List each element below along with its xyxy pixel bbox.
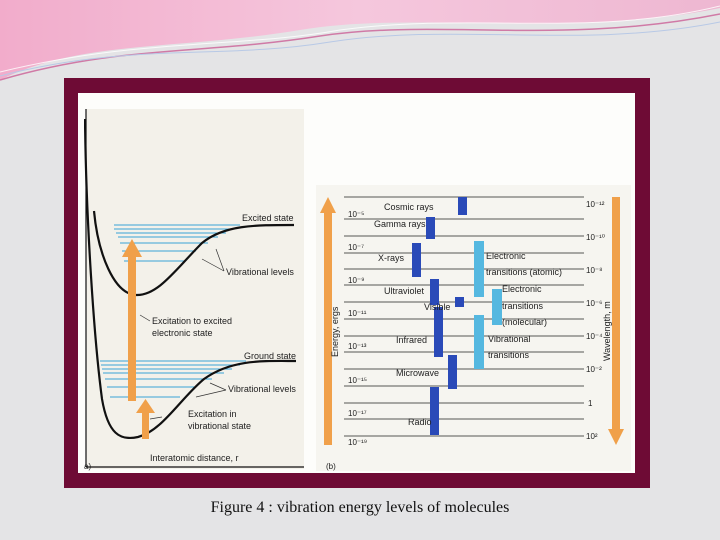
panel-b: Energy, ergs Wavelength, m 10⁻⁵ 10⁻⁷ 10⁻… (316, 185, 631, 471)
energy-tick: 10⁻¹³ (348, 342, 367, 351)
vibrational-excitation-arrow (142, 411, 149, 439)
wavelength-tick: 10⁻⁴ (586, 332, 603, 341)
transition-electronic-atomic-line1: Electronic (486, 251, 526, 261)
lower-vibrational-levels (100, 360, 246, 398)
transition-electronic-atomic-line2: transitions (atomic) (486, 267, 562, 277)
interatomic-distance-label: Interatomic distance, r (150, 453, 239, 463)
excitation-vibrational-label-line2: vibrational state (188, 421, 251, 431)
figure-diagram: Excited state Vibrational levels Excitat… (84, 109, 631, 471)
wavelength-tick: 10⁻¹² (586, 200, 605, 209)
header-banner (0, 0, 720, 90)
energy-tick: 10⁻¹⁷ (348, 409, 367, 418)
upper-vibrational-levels-label: Vibrational levels (226, 267, 294, 277)
electronic-excitation-arrow (128, 251, 136, 401)
region-label-radio: Radio (408, 417, 432, 427)
excited-state-label: Excited state (242, 213, 294, 223)
region-label-visible: Visible (424, 302, 450, 312)
energy-tick: 10⁻¹⁹ (348, 438, 367, 447)
wavelength-tick: 10⁻² (586, 365, 602, 374)
panel-b-corner-label: (b) (326, 462, 336, 471)
energy-tick: 10⁻⁷ (348, 243, 364, 252)
panel-a-corner-label: a) (84, 462, 91, 471)
wavelength-arrowhead (608, 429, 624, 445)
excited-state-curve (92, 210, 295, 297)
wavelength-tick: 10⁻¹⁰ (586, 233, 605, 242)
excitation-electronic-label-line2: electronic state (152, 328, 213, 338)
transition-bars (474, 241, 502, 369)
transition-vibrational-line2: transitions (488, 350, 530, 360)
wavelength-tick: 10⁻⁶ (586, 299, 602, 308)
region-label-ultraviolet: Ultraviolet (384, 286, 425, 296)
region-label-infrared: Infrared (396, 335, 427, 345)
energy-tick: 10⁻¹¹ (348, 309, 367, 318)
transition-electronic-molecular-line3: (molecular) (502, 317, 547, 327)
transition-electronic-molecular-line1: Electronic (502, 284, 542, 294)
region-label-microwave: Microwave (396, 368, 439, 378)
energy-tick: 10⁻⁹ (348, 276, 365, 285)
vibrational-excitation-arrowhead (136, 399, 155, 413)
figure-caption: Figure 4 : vibration energy levels of mo… (210, 499, 510, 516)
panel-a: Excited state Vibrational levels Excitat… (84, 109, 304, 471)
panel-b-background (316, 185, 631, 471)
lower-vibrational-levels-label: Vibrational levels (228, 384, 296, 394)
wavelength-tick: 10⁻⁸ (586, 266, 603, 275)
energy-axis-label: Energy, ergs (330, 306, 340, 357)
wavelength-tick: 10² (586, 432, 598, 441)
transition-electronic-molecular-line2: transitions (502, 301, 544, 311)
energy-tick: 10⁻⁵ (348, 210, 364, 219)
energy-arrow (324, 211, 332, 445)
energy-arrowhead (320, 197, 336, 213)
panel-b-grid (344, 196, 584, 437)
wavelength-tick: 1 (588, 399, 593, 408)
transition-vibrational-line1: Vibrational (488, 334, 530, 344)
region-label-gamma-rays: Gamma rays (374, 219, 426, 229)
wavelength-arrow (612, 197, 620, 431)
wavelength-axis-label: Wavelength, m (602, 301, 612, 361)
ground-state-curve (84, 118, 297, 440)
electronic-excitation-arrowhead (122, 239, 142, 257)
excitation-electronic-label-line1: Excitation to excited (152, 316, 232, 326)
region-label-x-rays: X-rays (378, 253, 405, 263)
region-label-cosmic-rays: Cosmic rays (384, 202, 434, 212)
region-bars (412, 197, 467, 435)
energy-tick: 10⁻¹⁵ (348, 376, 367, 385)
label-leader-lines (139, 248, 227, 420)
ground-state-label: Ground state (244, 351, 296, 361)
excitation-vibrational-label-line1: Excitation in (188, 409, 237, 419)
